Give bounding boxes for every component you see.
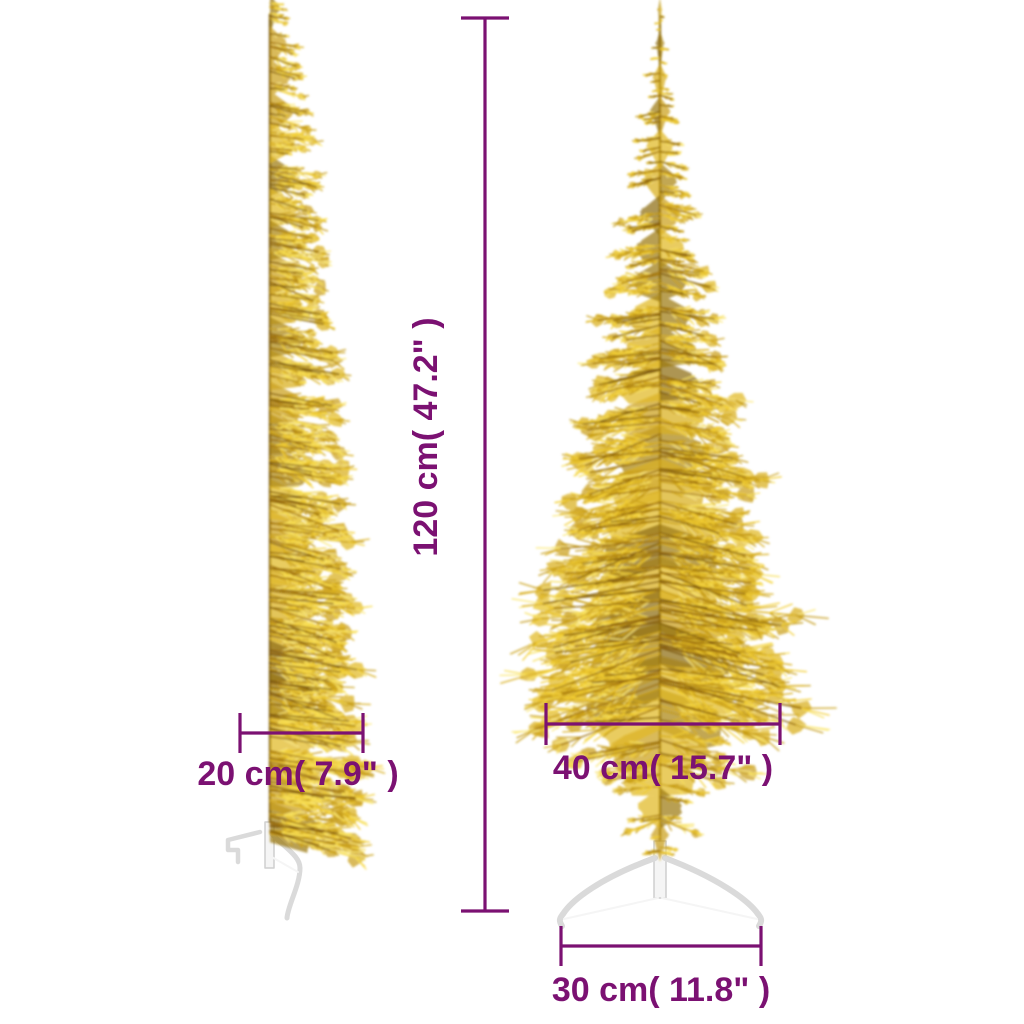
svg-text:40 cm( 15.7" ): 40 cm( 15.7" ): [553, 749, 773, 787]
svg-text:30 cm( 11.8" ): 30 cm( 11.8" ): [552, 971, 770, 1009]
svg-text:120 cm( 47.2" ): 120 cm( 47.2" ): [407, 317, 445, 556]
svg-text:20 cm( 7.9" ): 20 cm( 7.9" ): [197, 755, 398, 793]
